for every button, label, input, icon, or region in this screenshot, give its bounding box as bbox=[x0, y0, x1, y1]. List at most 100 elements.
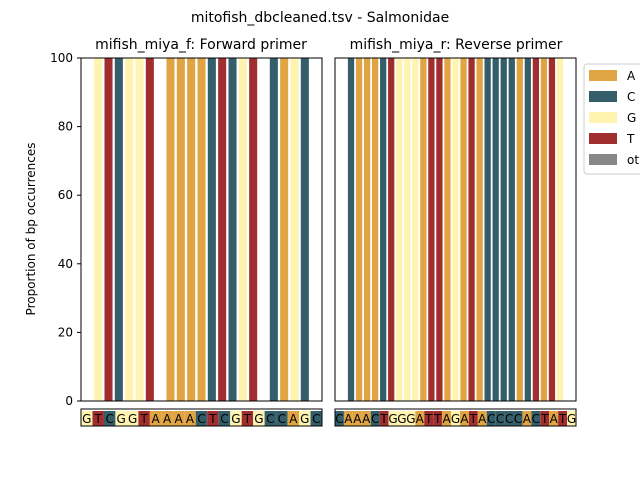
reverse-bar-5-C bbox=[380, 58, 387, 401]
y-axis-ticks: 0 20 40 60 80 100 bbox=[50, 51, 81, 408]
reverse-seq-cell-5 bbox=[370, 411, 380, 426]
reverse-seq-cell-14 bbox=[451, 411, 460, 426]
forward-seq-cell-13 bbox=[218, 411, 231, 426]
reverse-seq-base-16: T bbox=[469, 412, 478, 426]
reverse-bar-25-A bbox=[540, 58, 548, 401]
forward-seq-base-10: A bbox=[186, 412, 195, 426]
forward-bar-16-T bbox=[249, 58, 258, 401]
reverse-bar-11-T bbox=[428, 58, 435, 401]
y-tick-label-60: 60 bbox=[58, 188, 73, 202]
reverse-seq-cell-24 bbox=[540, 411, 550, 426]
forward-seq-base-12: T bbox=[208, 412, 217, 426]
forward-seq-base-5: G bbox=[128, 412, 137, 426]
forward-bars bbox=[94, 58, 309, 401]
forward-seq-base-13: C bbox=[220, 412, 228, 426]
forward-seq-cell-19 bbox=[287, 411, 300, 426]
forward-seq-base-8: A bbox=[163, 412, 172, 426]
reverse-seq-cell-22 bbox=[522, 411, 532, 426]
reverse-seq-base-4: A bbox=[362, 412, 371, 426]
reverse-seq-base-15: A bbox=[460, 412, 469, 426]
forward-panel-title: mifish_miya_f: Forward primer bbox=[95, 37, 307, 53]
reverse-seq-base-14: G bbox=[451, 412, 460, 426]
forward-seq-cell-1 bbox=[81, 411, 93, 426]
forward-seq-base-7: A bbox=[151, 412, 160, 426]
forward-seq-base-20: G bbox=[300, 412, 309, 426]
reverse-seq-base-17: A bbox=[478, 412, 487, 426]
forward-seq-base-17: C bbox=[266, 412, 274, 426]
reverse-bar-7-G bbox=[396, 58, 403, 401]
legend-swatch-G bbox=[589, 112, 617, 123]
forward-seq-base-21: C bbox=[312, 412, 320, 426]
reverse-seq-cell-9 bbox=[406, 411, 416, 426]
legend-label-A: A bbox=[627, 69, 636, 83]
reverse-seq-base-24: T bbox=[540, 412, 549, 426]
reverse-seq-base-11: T bbox=[424, 412, 433, 426]
forward-bar-19-A bbox=[280, 58, 289, 401]
forward-sequence-frame bbox=[80, 408, 323, 427]
reverse-bar-26-T bbox=[548, 58, 556, 401]
forward-bar-9-A bbox=[176, 58, 185, 401]
reverse-seq-cell-20 bbox=[504, 411, 514, 426]
reverse-seq-cell-10 bbox=[415, 411, 425, 426]
forward-seq-base-19: A bbox=[289, 412, 298, 426]
forward-bar-4-G bbox=[125, 58, 134, 401]
reverse-seq-cell-11 bbox=[424, 411, 434, 426]
forward-seq-cell-7 bbox=[149, 411, 162, 426]
reverse-seq-base-10: A bbox=[416, 412, 425, 426]
forward-bar-8-A bbox=[166, 58, 175, 401]
reverse-bar-16-T bbox=[468, 58, 475, 401]
reverse-seq-base-3: A bbox=[353, 412, 362, 426]
reverse-sequence-frame bbox=[334, 408, 577, 427]
reverse-seq-cell-7 bbox=[388, 411, 398, 426]
forward-seq-cell-15 bbox=[241, 411, 254, 426]
forward-seq-cell-3 bbox=[103, 411, 116, 426]
forward-seq-cell-6 bbox=[138, 411, 150, 426]
reverse-seq-cell-12 bbox=[433, 411, 443, 426]
reverse-seq-base-6: T bbox=[379, 412, 388, 426]
figure-title: mitofish_dbcleaned.tsv - Salmonidae bbox=[191, 10, 449, 26]
forward-seq-cell-11 bbox=[195, 411, 208, 426]
legend-label-other: other bbox=[627, 153, 640, 167]
reverse-seq-base-27: G bbox=[567, 412, 576, 426]
reverse-bar-10-A bbox=[420, 58, 427, 401]
forward-seq-base-1: G bbox=[82, 412, 91, 426]
forward-seq-cell-16 bbox=[253, 411, 265, 426]
reverse-seq-base-23: C bbox=[532, 412, 540, 426]
forward-seq-cell-18 bbox=[276, 411, 288, 426]
y-tick-label-0: 0 bbox=[65, 394, 73, 408]
reverse-seq-cell-15 bbox=[459, 411, 469, 426]
forward-seq-cell-10 bbox=[184, 411, 196, 426]
legend-label-G: G bbox=[627, 111, 636, 125]
forward-seq-cell-5 bbox=[126, 411, 139, 426]
reverse-seq-base-20: C bbox=[505, 412, 513, 426]
reverse-seq-cell-19 bbox=[495, 411, 505, 426]
reverse-bar-20-C bbox=[500, 58, 507, 401]
reverse-seq-cell-21 bbox=[513, 411, 523, 426]
reverse-bar-18-C bbox=[484, 58, 491, 401]
y-tick-label-100: 100 bbox=[50, 51, 73, 65]
reverse-seq-base-25: A bbox=[550, 412, 559, 426]
reverse-bar-9-G bbox=[412, 58, 419, 401]
forward-seq-cell-8 bbox=[161, 411, 173, 426]
forward-seq-cell-14 bbox=[230, 411, 242, 426]
reverse-seq-base-21: C bbox=[514, 412, 522, 426]
reverse-seq-cell-25 bbox=[549, 411, 559, 426]
reverse-bar-22-A bbox=[516, 58, 523, 401]
reverse-seq-base-7: G bbox=[388, 412, 397, 426]
reverse-seq-base-1: C bbox=[335, 412, 343, 426]
forward-bar-12-C bbox=[207, 58, 216, 401]
forward-seq-base-6: T bbox=[139, 412, 148, 426]
reverse-seq-cell-18 bbox=[486, 411, 496, 426]
reverse-seq-base-13: A bbox=[442, 412, 451, 426]
y-tick-label-40: 40 bbox=[58, 257, 73, 271]
forward-bar-14-C bbox=[228, 58, 237, 401]
reverse-bar-8-G bbox=[404, 58, 411, 401]
forward-seq-cell-2 bbox=[92, 411, 104, 426]
reverse-bar-24-T bbox=[532, 58, 540, 401]
reverse-seq-cell-27 bbox=[567, 411, 576, 426]
forward-seq-cell-21 bbox=[310, 411, 322, 426]
forward-bar-2-T bbox=[104, 58, 113, 401]
